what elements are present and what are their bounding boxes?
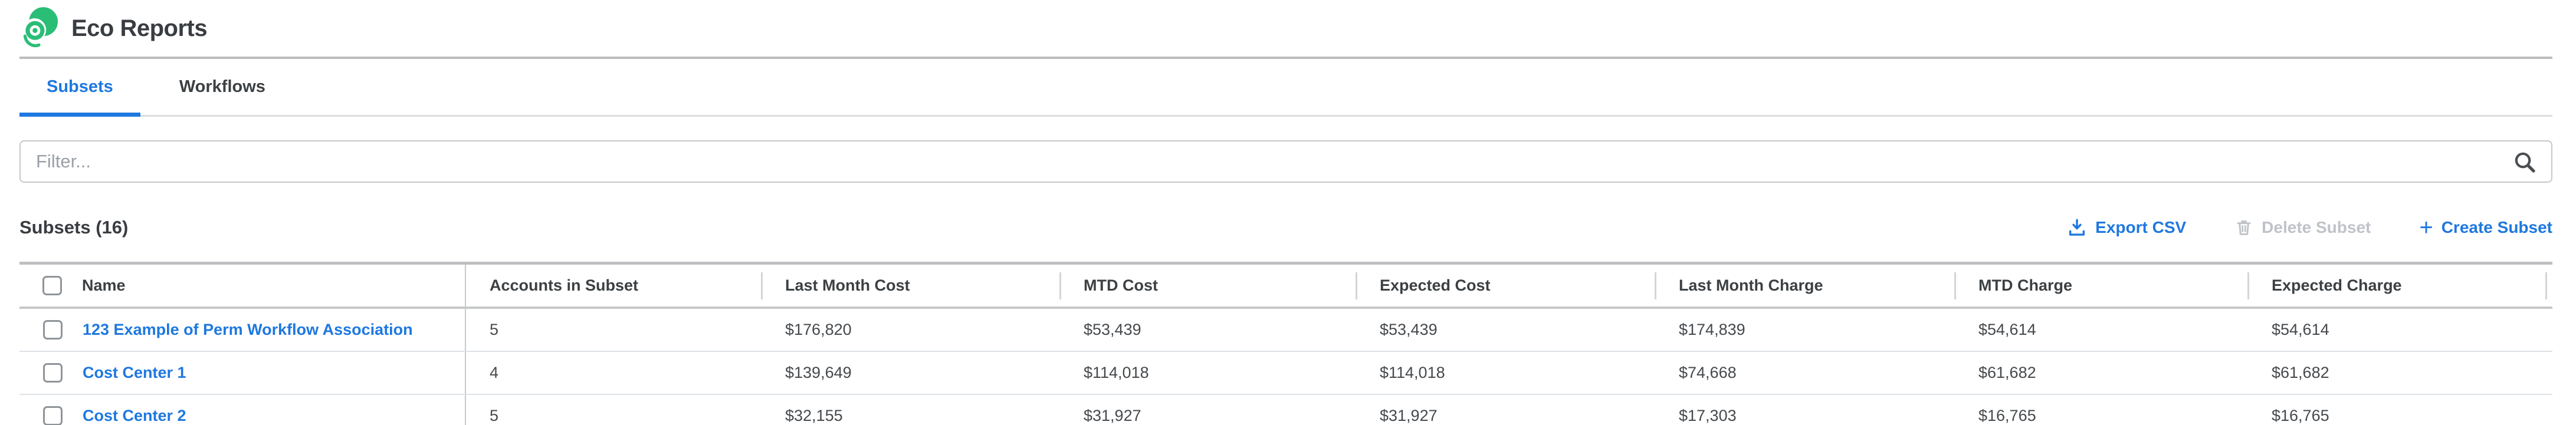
row-checkbox[interactable] xyxy=(43,320,63,340)
tab-workflows[interactable]: Workflows xyxy=(179,77,265,96)
subset-name-link[interactable]: Cost Center 2 xyxy=(83,407,186,424)
cell-mtd-cost: $31,927 xyxy=(1084,407,1141,424)
cell-last-month-cost: $176,820 xyxy=(785,321,852,338)
cell-mtd-charge: $16,765 xyxy=(1978,407,2036,424)
delete-subset-label: Delete Subset xyxy=(2262,218,2371,236)
table-row: Cost Center 2 5 $32,155 $31,927 $31,927 … xyxy=(19,395,2552,425)
table-header-row: Name Accounts in Subset Last Month Cost … xyxy=(19,265,2552,309)
subset-name-link[interactable]: 123 Example of Perm Workflow Association xyxy=(83,321,413,338)
filter-input[interactable] xyxy=(19,140,2552,183)
cell-last-month-charge: $74,668 xyxy=(1679,364,1737,381)
cell-filler xyxy=(2546,395,2570,425)
download-icon xyxy=(2069,219,2085,236)
select-all-checkbox[interactable] xyxy=(42,276,62,295)
subsets-table: Name Accounts in Subset Last Month Cost … xyxy=(19,262,2552,425)
cell-mtd-charge: $61,682 xyxy=(1978,364,2036,381)
subsets-toolbar: Subsets (16) Export CSV Delete Subset + … xyxy=(19,216,2552,239)
cell-expected-charge: $16,765 xyxy=(2272,407,2329,424)
cell-name: Cost Center 2 xyxy=(19,395,466,425)
cell-last-month-cost: $32,155 xyxy=(785,407,843,424)
column-header-name: Name xyxy=(82,276,126,294)
create-subset-label: Create Subset xyxy=(2441,218,2552,236)
eco-reports-logo-icon xyxy=(22,7,58,47)
column-header-filler xyxy=(2545,265,2570,307)
search-icon[interactable] xyxy=(2512,150,2537,174)
row-checkbox[interactable] xyxy=(43,406,63,425)
cell-last-month-charge: $17,303 xyxy=(1679,407,1737,424)
table-body: 123 Example of Perm Workflow Association… xyxy=(19,309,2552,425)
column-header-expected-cost: Expected Cost xyxy=(1356,265,1655,307)
cell-accounts: 5 xyxy=(490,407,499,424)
toolbar-actions: Export CSV Delete Subset + Create Subset xyxy=(2067,215,2552,240)
page-title: Eco Reports xyxy=(71,15,208,41)
column-header-name-cell: Name xyxy=(19,265,466,307)
cell-filler xyxy=(2546,352,2570,394)
cell-filler xyxy=(2546,309,2570,351)
table-row: 123 Example of Perm Workflow Association… xyxy=(19,309,2552,352)
column-header-expected-charge: Expected Charge xyxy=(2247,265,2546,307)
row-checkbox[interactable] xyxy=(43,363,63,383)
trash-icon xyxy=(2237,220,2251,235)
export-csv-button[interactable]: Export CSV xyxy=(2067,218,2186,238)
app-header: Eco Reports xyxy=(19,0,2552,59)
create-subset-button[interactable]: + Create Subset xyxy=(2419,215,2552,240)
plus-icon: + xyxy=(2419,215,2433,240)
tab-subsets[interactable]: Subsets xyxy=(19,59,140,117)
filter-bar xyxy=(19,140,2552,183)
cell-name: Cost Center 1 xyxy=(19,352,466,394)
cell-expected-cost: $53,439 xyxy=(1380,321,1438,338)
cell-mtd-cost: $114,018 xyxy=(1084,364,1149,381)
cell-name: 123 Example of Perm Workflow Association xyxy=(19,309,466,351)
subsets-count-heading: Subsets (16) xyxy=(19,217,129,238)
column-header-last-month-charge: Last Month Charge xyxy=(1655,265,1955,307)
cell-expected-cost: $114,018 xyxy=(1380,364,1445,381)
table-row: Cost Center 1 4 $139,649 $114,018 $114,0… xyxy=(19,352,2552,395)
cell-mtd-cost: $53,439 xyxy=(1084,321,1141,338)
delete-subset-button[interactable]: Delete Subset xyxy=(2234,218,2371,238)
column-header-mtd-cost: MTD Cost xyxy=(1059,265,1356,307)
column-header-accounts: Accounts in Subset xyxy=(490,276,639,294)
cell-expected-charge: $54,614 xyxy=(2272,321,2329,338)
tab-bar: Subsets Workflows xyxy=(19,59,2552,117)
subset-name-link[interactable]: Cost Center 1 xyxy=(83,364,186,381)
cell-expected-cost: $31,927 xyxy=(1380,407,1438,424)
export-csv-label: Export CSV xyxy=(2095,218,2187,236)
column-header-mtd-charge: MTD Charge xyxy=(1954,265,2248,307)
column-header-last-month-cost: Last Month Cost xyxy=(761,265,1060,307)
cell-expected-charge: $61,682 xyxy=(2272,364,2329,381)
cell-accounts: 4 xyxy=(490,364,499,381)
cell-accounts: 5 xyxy=(490,321,499,338)
cell-mtd-charge: $54,614 xyxy=(1978,321,2036,338)
cell-last-month-cost: $139,649 xyxy=(785,364,852,381)
cell-last-month-charge: $174,839 xyxy=(1679,321,1745,338)
